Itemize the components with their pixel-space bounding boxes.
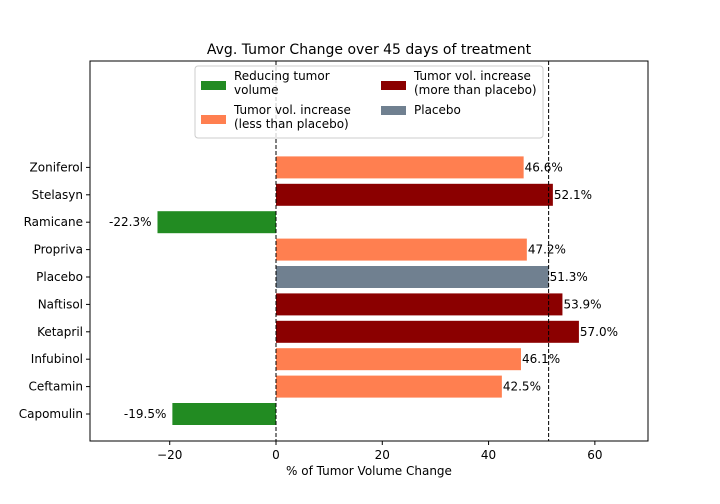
bar-zoniferol xyxy=(276,156,524,179)
category-label-ramicane: Ramicane xyxy=(24,215,83,229)
bar-capomulin xyxy=(172,403,276,425)
legend-label-placebo: Placebo xyxy=(414,103,461,117)
legend-box xyxy=(194,65,544,139)
legend-label-reducing: Reducing tumor xyxy=(234,69,330,83)
bar-infubinol xyxy=(276,348,521,371)
legend-label-less: (less than placebo) xyxy=(234,117,349,131)
bar-ramicane xyxy=(157,211,276,234)
category-label-ceftamin: Ceftamin xyxy=(29,380,83,394)
legend-swatch-reducing xyxy=(201,81,226,90)
bar-propriva xyxy=(276,238,527,261)
x-tick-label: 20 xyxy=(375,448,390,462)
bar-placebo xyxy=(276,266,549,288)
category-label-zoniferol: Zoniferol xyxy=(30,160,83,174)
chart-title: Avg. Tumor Change over 45 days of treatm… xyxy=(207,42,532,58)
plot-area xyxy=(89,60,649,442)
legend-label-more: (more than placebo) xyxy=(414,83,537,97)
value-label-naftisol: 53.9% xyxy=(563,297,601,311)
category-label-infubinol: Infubinol xyxy=(31,352,83,366)
category-label-naftisol: Naftisol xyxy=(38,297,83,311)
category-label-ketapril: Ketapril xyxy=(37,325,83,339)
bar-ketapril xyxy=(276,320,579,343)
x-tick-label: −20 xyxy=(157,448,182,462)
value-label-ramicane: -22.3% xyxy=(109,215,151,229)
value-label-ceftamin: 42.5% xyxy=(503,380,541,394)
bar-naftisol xyxy=(276,293,563,316)
value-labels: -19.5% 42.5% 46.1% 57.0% 53.9% 51.3% 47.2% -22.… xyxy=(109,160,618,421)
x-axis: −20 0 20 40 60 xyxy=(157,441,602,462)
value-label-zoniferol: 46.6% xyxy=(525,160,563,174)
legend-label-more: Tumor vol. increase xyxy=(413,69,531,83)
bars xyxy=(157,156,579,425)
x-tick-label: 60 xyxy=(587,448,602,462)
value-label-infubinol: 46.1% xyxy=(522,352,560,366)
value-label-placebo: 51.3% xyxy=(550,270,588,284)
bar-stelasyn xyxy=(276,183,553,206)
x-tick-label: 0 xyxy=(272,448,280,462)
category-label-placebo: Placebo xyxy=(36,270,83,284)
x-tick-label: 40 xyxy=(481,448,496,462)
bar-ceftamin xyxy=(276,375,502,398)
category-label-capomulin: Capomulin xyxy=(19,407,83,421)
legend-swatch-less xyxy=(201,115,226,124)
legend-swatch-more xyxy=(381,81,406,90)
value-label-capomulin: -19.5% xyxy=(124,407,166,421)
legend-label-less: Tumor vol. increase xyxy=(233,103,351,117)
value-label-ketapril: 57.0% xyxy=(580,325,618,339)
legend-swatch-placebo xyxy=(381,106,406,115)
category-label-propriva: Propriva xyxy=(34,243,83,257)
value-label-stelasyn: 52.1% xyxy=(554,188,592,202)
legend-label-reducing: volume xyxy=(234,83,278,97)
category-label-stelasyn: Stelasyn xyxy=(32,188,83,202)
x-axis-label: % of Tumor Volume Change xyxy=(286,464,452,478)
y-axis: Capomulin Ceftamin Infubinol Ketapril Naftis… xyxy=(19,160,90,421)
value-label-propriva: 47.2% xyxy=(528,243,566,257)
